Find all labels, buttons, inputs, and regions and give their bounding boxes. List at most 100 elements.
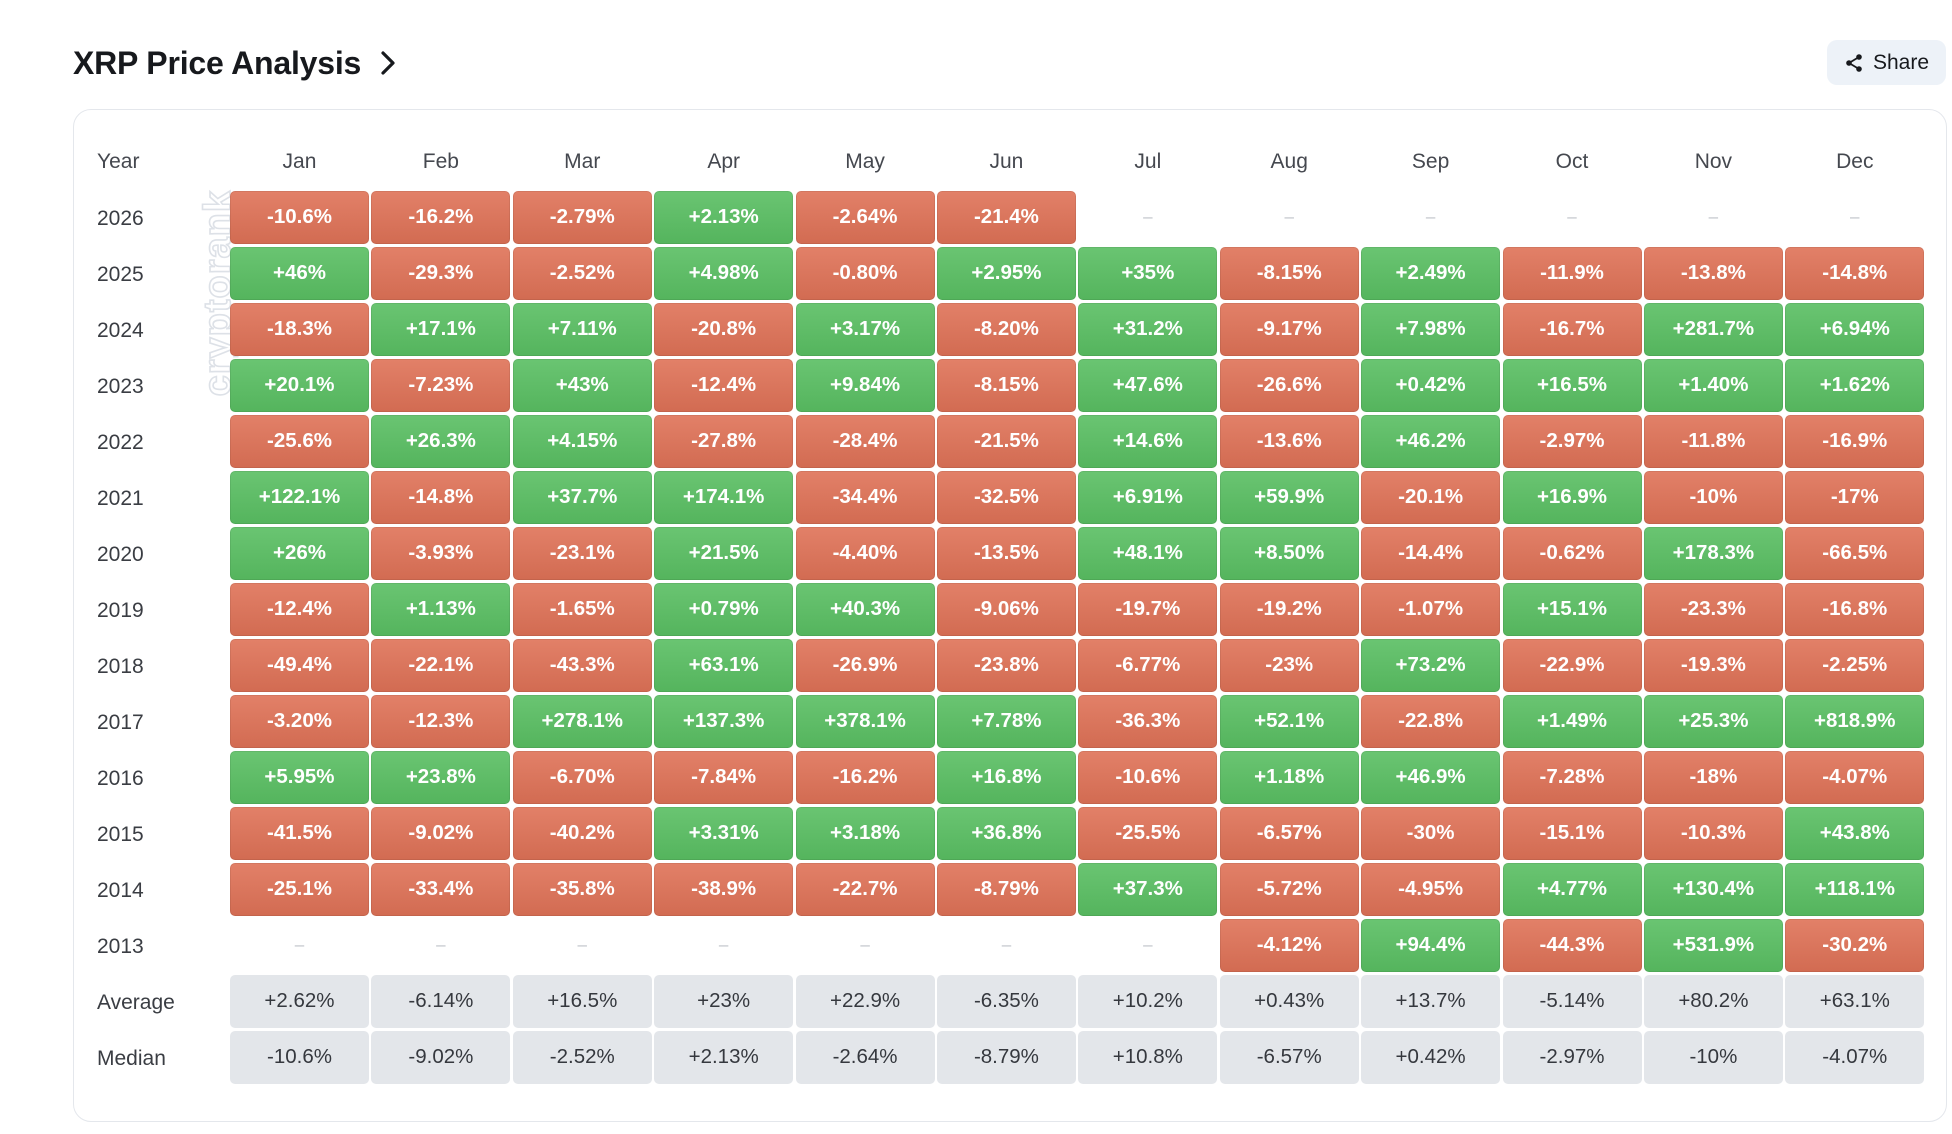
cell-2018-jul: -6.77% xyxy=(1078,639,1218,692)
cell-2018-jun: -23.8% xyxy=(936,639,1076,692)
cell-2023-apr: -12.4% xyxy=(654,359,794,412)
cell-2016-feb: +23.8% xyxy=(371,751,511,804)
cell-2013-oct: -44.3% xyxy=(1502,919,1642,972)
cell-2016-aug: +1.18% xyxy=(1219,751,1359,804)
page-title: XRP Price Analysis xyxy=(73,44,362,81)
month-header-jul: Jul xyxy=(1134,150,1162,174)
year-label: 2013 xyxy=(97,934,144,958)
cell-2015-jul: -25.5% xyxy=(1078,807,1218,860)
cell-2021-feb: -14.8% xyxy=(371,471,511,524)
cell-2024-may: +3.17% xyxy=(795,303,935,356)
cell-2020-dec: -66.5% xyxy=(1785,527,1925,580)
cell-2017-apr: +137.3% xyxy=(654,695,794,748)
cell-2024-oct: -16.7% xyxy=(1502,303,1642,356)
cell-average-feb: -6.14% xyxy=(371,975,511,1028)
cell-2016-may: -16.2% xyxy=(795,751,935,804)
cell-2017-jan: -3.20% xyxy=(229,695,369,748)
cell-2018-aug: -23% xyxy=(1219,639,1359,692)
cell-2019-aug: -19.2% xyxy=(1219,583,1359,636)
month-header-sep: Sep xyxy=(1411,150,1450,174)
year-label: 2021 xyxy=(97,486,144,510)
cell-average-dec: +63.1% xyxy=(1785,975,1925,1028)
cell-2014-jan: -25.1% xyxy=(229,863,369,916)
cell-2023-feb: -7.23% xyxy=(371,359,511,412)
cell-2013-jul: – xyxy=(1143,935,1153,955)
cell-2015-may: +3.18% xyxy=(795,807,935,860)
cell-median-mar: -2.52% xyxy=(512,1031,652,1084)
cell-2024-nov: +281.7% xyxy=(1643,303,1783,356)
cell-2024-jul: +31.2% xyxy=(1078,303,1218,356)
cell-2026-nov: – xyxy=(1708,207,1719,227)
cell-2016-mar: -6.70% xyxy=(512,751,652,804)
cell-2014-may: -22.7% xyxy=(795,863,935,916)
cell-2017-oct: +1.49% xyxy=(1502,695,1642,748)
month-header-apr: Apr xyxy=(707,150,740,174)
cell-average-jan: +2.62% xyxy=(229,975,369,1028)
cell-average-oct: -5.14% xyxy=(1502,975,1642,1028)
year-label: 2024 xyxy=(97,318,144,342)
cell-average-may: +22.9% xyxy=(795,975,935,1028)
cell-2024-dec: +6.94% xyxy=(1785,303,1925,356)
cell-2022-jul: +14.6% xyxy=(1078,415,1218,468)
cell-2022-aug: -13.6% xyxy=(1219,415,1359,468)
cell-2020-feb: -3.93% xyxy=(371,527,511,580)
year-label: 2018 xyxy=(97,654,144,678)
cell-average-sep: +13.7% xyxy=(1361,975,1501,1028)
cell-2025-jun: +2.95% xyxy=(936,247,1076,300)
cell-2014-aug: -5.72% xyxy=(1219,863,1359,916)
cell-2023-sep: +0.42% xyxy=(1361,359,1501,412)
cell-2023-jun: -8.15% xyxy=(936,359,1076,412)
cell-2022-jan: -25.6% xyxy=(229,415,369,468)
year-column-header: Year xyxy=(97,150,140,174)
cell-2017-nov: +25.3% xyxy=(1643,695,1783,748)
year-label: 2016 xyxy=(97,766,144,790)
cell-2013-jun: – xyxy=(1001,935,1012,955)
cell-2022-apr: -27.8% xyxy=(654,415,794,468)
cell-2015-mar: -40.2% xyxy=(512,807,652,860)
cell-2016-apr: -7.84% xyxy=(654,751,794,804)
cell-2018-feb: -22.1% xyxy=(371,639,511,692)
cell-2020-apr: +21.5% xyxy=(654,527,794,580)
cell-average-nov: +80.2% xyxy=(1643,975,1783,1028)
cell-2016-sep: +46.9% xyxy=(1361,751,1501,804)
cell-median-apr: +2.13% xyxy=(654,1031,794,1084)
cell-2025-jan: +46% xyxy=(229,247,369,300)
cell-2022-mar: +4.15% xyxy=(512,415,652,468)
cell-2014-nov: +130.4% xyxy=(1643,863,1783,916)
cell-2020-may: -4.40% xyxy=(795,527,935,580)
cell-average-jul: +10.2% xyxy=(1078,975,1218,1028)
cell-2022-feb: +26.3% xyxy=(371,415,511,468)
cell-2015-oct: -15.1% xyxy=(1502,807,1642,860)
cell-median-aug: -6.57% xyxy=(1219,1031,1359,1084)
cell-2019-may: +40.3% xyxy=(795,583,935,636)
cell-2025-feb: -29.3% xyxy=(371,247,511,300)
cell-2018-mar: -43.3% xyxy=(512,639,652,692)
cell-2026-sep: – xyxy=(1425,207,1436,227)
cell-2015-aug: -6.57% xyxy=(1219,807,1359,860)
year-label: 2015 xyxy=(97,822,144,846)
cell-median-oct: -2.97% xyxy=(1502,1031,1642,1084)
cell-average-jun: -6.35% xyxy=(936,975,1076,1028)
cell-2016-oct: -7.28% xyxy=(1502,751,1642,804)
share-button[interactable]: Share xyxy=(1827,40,1946,85)
cell-2018-dec: -2.25% xyxy=(1785,639,1925,692)
cell-2025-oct: -11.9% xyxy=(1502,247,1642,300)
cell-2013-aug: -4.12% xyxy=(1219,919,1359,972)
cell-2019-nov: -23.3% xyxy=(1643,583,1783,636)
cell-2018-apr: +63.1% xyxy=(654,639,794,692)
cell-2023-dec: +1.62% xyxy=(1785,359,1925,412)
cell-2017-jul: -36.3% xyxy=(1078,695,1218,748)
cell-2021-sep: -20.1% xyxy=(1361,471,1501,524)
cell-2026-mar: -2.79% xyxy=(512,191,652,244)
cell-2017-mar: +278.1% xyxy=(512,695,652,748)
cell-2016-jan: +5.95% xyxy=(229,751,369,804)
cell-2021-mar: +37.7% xyxy=(512,471,652,524)
monthly-returns-card: cryptorank Year Jan Feb Mar Apr May Jun Jul Aug S… xyxy=(73,109,1947,1122)
month-header-jan: Jan xyxy=(282,150,317,174)
cell-2018-oct: -22.9% xyxy=(1502,639,1642,692)
cell-2026-feb: -16.2% xyxy=(371,191,511,244)
price-analysis-title-link[interactable]: XRP Price Analysis xyxy=(73,44,399,82)
cell-median-feb: -9.02% xyxy=(371,1031,511,1084)
cell-2021-oct: +16.9% xyxy=(1502,471,1642,524)
month-header-oct: Oct xyxy=(1555,150,1589,174)
